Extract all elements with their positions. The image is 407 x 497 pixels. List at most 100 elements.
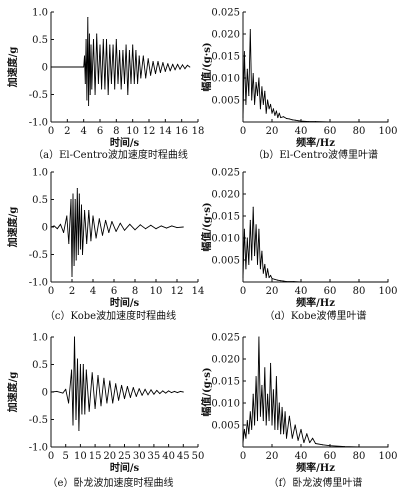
data-point [104, 88, 106, 90]
data-point [112, 44, 114, 46]
data-point [132, 387, 134, 389]
data-point [138, 55, 140, 57]
data-point [132, 44, 134, 46]
data-point [182, 226, 184, 228]
data-point [140, 77, 142, 79]
data-point [88, 210, 90, 211]
data-point [93, 39, 94, 40]
x-tick-label: 2 [64, 126, 70, 137]
y-axis-label: 加速度/g [6, 207, 19, 249]
data-point [322, 444, 324, 446]
x-tick-label: 0 [240, 126, 246, 137]
data-point [73, 265, 75, 266]
x-tick-label: 80 [353, 286, 366, 297]
data-point [300, 428, 302, 430]
y-tick-label: 1.0 [32, 168, 48, 179]
data-point [71, 276, 73, 277]
data-point [124, 83, 125, 84]
data-point [246, 420, 248, 422]
data-point [118, 399, 120, 401]
x-tick-label: 6 [97, 126, 103, 137]
series-line [51, 17, 191, 106]
data-point [75, 259, 77, 261]
data-point [248, 263, 250, 265]
data-point [81, 413, 83, 415]
data-point [111, 221, 113, 222]
y-tick-label: 1.0 [32, 333, 48, 344]
data-point [286, 281, 287, 283]
data-point [275, 110, 277, 112]
data-point [329, 121, 331, 123]
data-point [274, 114, 276, 116]
chart-panel-c: 0 2 4 6 8 10 12 14 -1.0 -0.5 0 0.5 1.0 时间/s 加速度/g （c）Ko… [6, 168, 204, 323]
data-point [277, 279, 279, 281]
data-point [252, 206, 254, 208]
data-point [109, 380, 111, 382]
data-point [85, 39, 87, 40]
data-point [277, 117, 279, 119]
data-point [252, 73, 254, 75]
data-point [155, 73, 156, 75]
data-point [162, 390, 164, 392]
panel-caption: （a）El-Centro波加速度时程曲线 [33, 148, 188, 161]
data-point [274, 278, 276, 280]
data-point [271, 112, 273, 114]
data-point [329, 445, 331, 447]
data-point [303, 442, 305, 444]
data-point [144, 388, 146, 390]
data-point [74, 199, 76, 200]
panel-caption: （c）Kobe波加速度时程曲线 [45, 309, 176, 322]
data-point [171, 225, 173, 227]
x-tick-label: 35 [148, 451, 161, 462]
data-point [249, 219, 251, 221]
data-point [84, 210, 86, 211]
y-axis-label: 幅值/(g·s) [200, 202, 213, 251]
data-point [297, 439, 299, 441]
data-point [102, 234, 103, 236]
data-point [315, 281, 316, 283]
x-tick-label: 10 [126, 126, 139, 137]
data-point [358, 446, 360, 448]
data-point [110, 83, 112, 84]
data-point [79, 248, 81, 250]
y-tick-label: 0.020 [211, 190, 240, 201]
data-point [145, 228, 146, 230]
x-axis-label: 频率/Hz [296, 136, 335, 149]
data-point [171, 392, 172, 394]
y-tick-label: -1.0 [29, 443, 48, 454]
x-tick-label: 0 [240, 286, 246, 297]
data-point [174, 390, 175, 392]
data-point [66, 215, 68, 217]
data-point [271, 424, 273, 426]
x-tick-label: 0 [240, 451, 246, 462]
x-tick-label: 25 [118, 451, 131, 462]
data-point [344, 121, 345, 123]
x-tick-label: 20 [266, 451, 279, 462]
data-point [115, 230, 117, 232]
x-tick-label: 14 [159, 126, 172, 137]
data-point [134, 229, 136, 231]
data-point [162, 62, 164, 64]
data-point [278, 112, 280, 114]
x-axis-label: 时间/s [110, 461, 140, 474]
chart-panel-e: 0 5 10 15 20 25 30 35 40 45 50-1.0-0.500.51.0时间/s加… [6, 333, 204, 490]
x-tick-label: 40 [295, 451, 308, 462]
data-point [270, 274, 272, 276]
data-point [103, 377, 105, 379]
y-tick-label: -0.5 [29, 250, 48, 261]
data-point [300, 281, 302, 283]
data-point [373, 121, 374, 123]
data-point [309, 442, 311, 444]
data-point [294, 424, 296, 426]
x-tick-label: 20 [266, 126, 279, 137]
x-tick-label: 14 [192, 286, 205, 297]
x-tick-label: 10 [74, 451, 87, 462]
data-point [267, 268, 269, 270]
x-tick-label: 100 [378, 126, 397, 137]
data-point [251, 99, 253, 101]
data-point [84, 413, 86, 415]
x-tick-label: 40 [295, 126, 308, 137]
data-point [267, 99, 269, 101]
data-point [280, 280, 282, 282]
data-point [259, 108, 261, 110]
